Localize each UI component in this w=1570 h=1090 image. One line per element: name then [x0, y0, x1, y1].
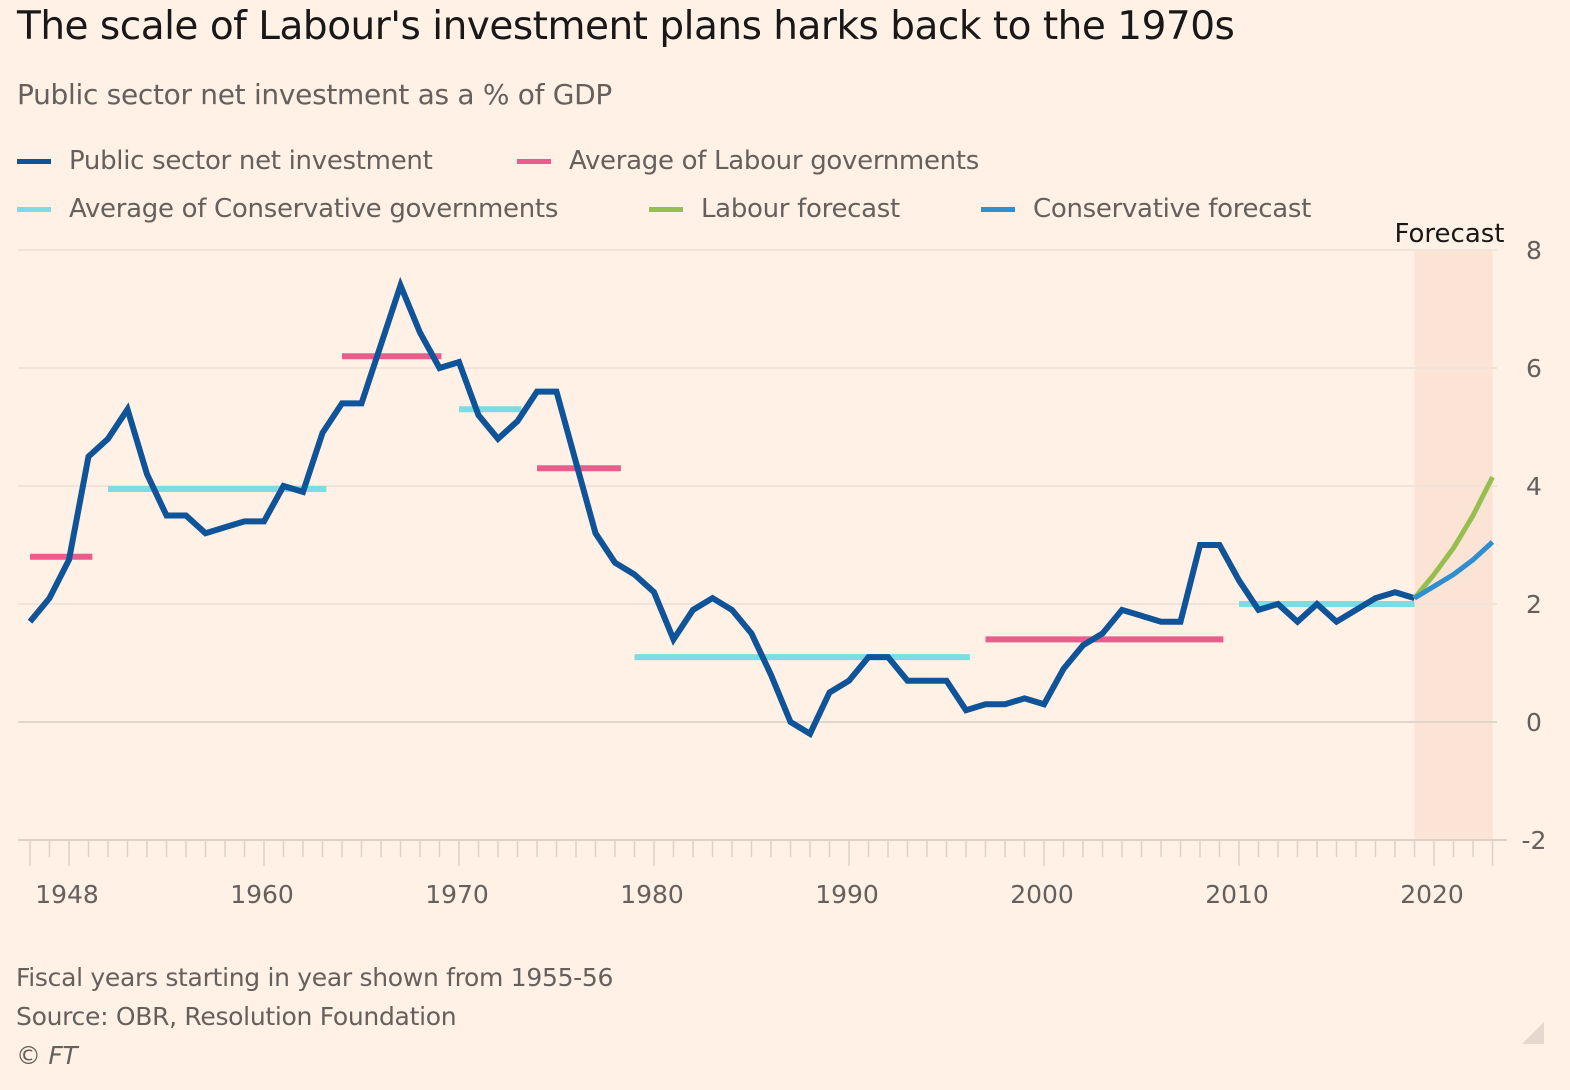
y-tick-label: -2 [1522, 826, 1547, 855]
y-tick-label: 2 [1526, 590, 1542, 619]
legend-item-labour-forecast: Labour forecast [649, 194, 900, 224]
legend-label-labour-average: Average of Labour governments [569, 146, 979, 176]
series-line-labour-forecast [1412, 475, 1495, 600]
x-tick-label: 1960 [230, 880, 294, 909]
x-tick-label: 1990 [815, 880, 879, 909]
legend-label-labour-forecast: Labour forecast [701, 194, 900, 224]
copyright: © FT [16, 1041, 78, 1070]
y-tick-label: 0 [1526, 708, 1542, 737]
legend-item-conservative-forecast: Conservative forecast [981, 194, 1311, 224]
x-axis: 1948 1960 1970 1980 1990 2000 2010 2020 [18, 839, 1507, 909]
source-note: Source: OBR, Resolution Foundation [16, 1002, 457, 1031]
series-line-public-sector-net-investment [27, 276, 1416, 739]
legend-label-psni: Public sector net investment [69, 146, 433, 176]
x-tick-label: 1948 [35, 880, 99, 909]
chart-subtitle: Public sector net investment as a % of G… [17, 78, 613, 111]
legend-swatch-labour-average [517, 158, 551, 164]
series-layer [27, 276, 1495, 739]
footnote: Fiscal years starting in year shown from… [16, 963, 614, 992]
x-tick-label: 2010 [1205, 880, 1269, 909]
x-tick-label: 1970 [425, 880, 489, 909]
y-axis-tick-labels: 8 6 4 2 0 -2 [1522, 236, 1547, 855]
y-tick-label: 6 [1526, 354, 1542, 383]
legend-label-conservative-forecast: Conservative forecast [1033, 194, 1311, 224]
y-tick-label: 4 [1526, 472, 1542, 501]
x-tick-label: 2000 [1010, 880, 1074, 909]
chart-title: The scale of Labour's investment plans h… [17, 4, 1235, 49]
forecast-region: Forecast [1394, 219, 1505, 840]
legend-item-conservative-average: Average of Conservative governments [17, 194, 558, 224]
x-tick-label: 1980 [620, 880, 684, 909]
legend-swatch-conservative-forecast [981, 206, 1015, 212]
legend-swatch-psni [17, 158, 51, 164]
legend-item-psni: Public sector net investment [17, 146, 433, 176]
legend-label-conservative-average: Average of Conservative governments [69, 194, 559, 224]
y-tick-label: 8 [1526, 236, 1542, 265]
series-line-conservative-forecast [1413, 540, 1495, 601]
legend-swatch-conservative-average [17, 206, 51, 212]
forecast-label: Forecast [1394, 219, 1504, 249]
x-tick-label: 2020 [1400, 880, 1464, 909]
legend-item-labour-average: Average of Labour governments [517, 146, 979, 176]
legend-swatch-labour-forecast [649, 206, 683, 212]
resize-corner-icon [1522, 1022, 1544, 1044]
footer: Fiscal years starting in year shown from… [16, 958, 613, 1075]
